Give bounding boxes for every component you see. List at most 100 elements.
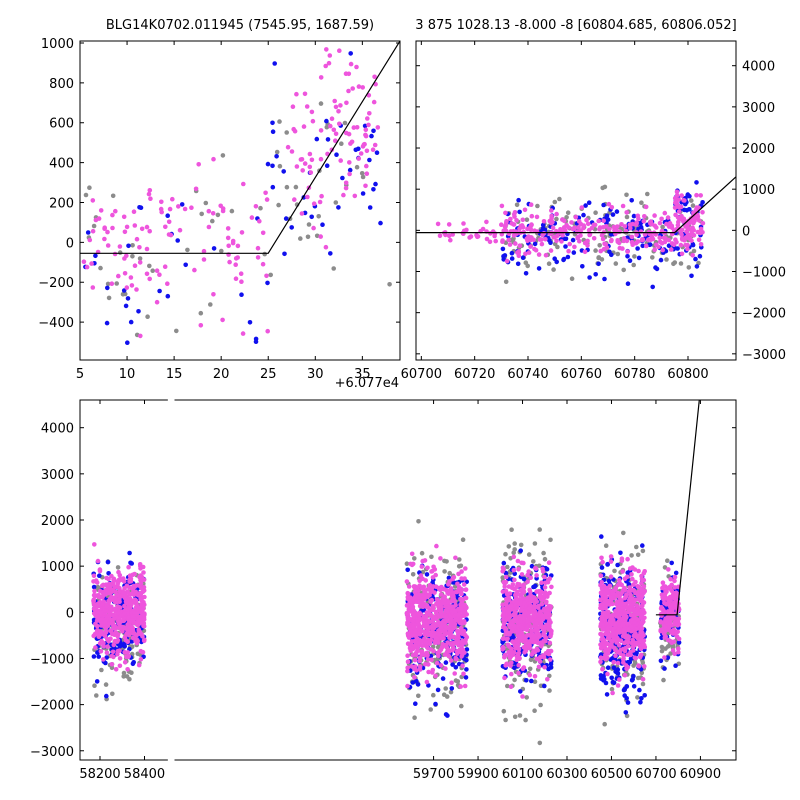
magenta-point: [621, 621, 626, 626]
x-tick-label: 60720: [454, 367, 495, 382]
magenta-point: [502, 625, 507, 630]
magenta-point: [140, 633, 145, 639]
magenta-point: [617, 677, 622, 682]
magenta-point: [407, 616, 412, 622]
magenta-point: [461, 619, 467, 624]
magenta-point: [125, 650, 130, 655]
gray-point: [503, 551, 508, 557]
magenta-point: [629, 234, 635, 240]
gray-point: [551, 267, 556, 272]
magenta-point: [598, 583, 603, 588]
blue-point: [631, 684, 637, 689]
magenta-point: [122, 271, 128, 276]
gray-point: [220, 153, 226, 158]
blue-point: [520, 255, 526, 260]
blue-point: [599, 565, 605, 570]
magenta-point: [406, 584, 412, 589]
blue-point: [675, 246, 680, 251]
magenta-point: [122, 229, 128, 235]
gray-point: [546, 261, 552, 267]
gray-point: [318, 101, 324, 106]
magenta-point: [616, 643, 622, 648]
magenta-point: [622, 648, 628, 654]
gray-point: [416, 519, 421, 524]
blue-point: [658, 257, 664, 263]
magenta-point: [629, 612, 634, 618]
gray-point: [442, 569, 447, 574]
magenta-point: [424, 603, 429, 609]
magenta-point: [643, 204, 649, 210]
magenta-point: [354, 64, 359, 70]
magenta-point: [467, 235, 472, 240]
magenta-point: [162, 264, 168, 270]
magenta-point: [537, 659, 543, 664]
blue-point: [123, 303, 129, 309]
magenta-point: [638, 593, 644, 598]
gray-point: [431, 692, 436, 698]
magenta-point: [608, 620, 614, 625]
magenta-point: [666, 637, 671, 643]
magenta-point: [134, 236, 140, 242]
blue-point: [623, 710, 629, 715]
magenta-point: [448, 658, 454, 663]
magenta-point: [572, 244, 577, 250]
magenta-point: [446, 591, 451, 596]
magenta-point: [636, 216, 641, 221]
magenta-point: [364, 148, 370, 154]
magenta-point: [629, 624, 634, 630]
magenta-point: [669, 241, 675, 246]
magenta-point: [94, 613, 100, 618]
magenta-point: [452, 671, 458, 676]
magenta-point: [425, 645, 430, 651]
magenta-point: [648, 221, 653, 226]
gray-point: [599, 257, 605, 262]
gray-point: [203, 200, 209, 206]
blue-point: [625, 253, 630, 259]
magenta-point: [424, 614, 429, 619]
magenta-point: [600, 559, 605, 565]
magenta-point: [294, 91, 299, 97]
gray-point: [505, 683, 510, 689]
magenta-point: [446, 582, 451, 587]
blue-point: [283, 216, 289, 221]
magenta-point: [518, 608, 523, 613]
magenta-point: [116, 569, 121, 575]
magenta-point: [356, 156, 362, 161]
magenta-point: [691, 228, 696, 233]
magenta-point: [630, 596, 635, 601]
gray-point: [443, 686, 449, 691]
magenta-point: [299, 157, 305, 162]
magenta-point: [525, 238, 530, 244]
magenta-point: [635, 591, 640, 596]
blue-point: [540, 226, 546, 231]
magenta-point: [493, 238, 499, 244]
magenta-point: [582, 249, 588, 255]
magenta-point: [423, 661, 428, 667]
magenta-point: [674, 239, 679, 245]
magenta-point: [549, 208, 554, 213]
magenta-point: [587, 232, 593, 237]
blue-point: [636, 255, 642, 261]
magenta-point: [515, 589, 520, 595]
magenta-point: [294, 164, 300, 169]
magenta-point: [95, 558, 101, 564]
magenta-point: [545, 579, 551, 585]
blue-point: [464, 667, 469, 672]
magenta-point: [529, 222, 534, 227]
gray-point: [528, 657, 534, 663]
magenta-point: [311, 225, 316, 231]
model-line: [80, 41, 400, 254]
magenta-point: [640, 610, 645, 616]
magenta-point: [601, 638, 607, 643]
magenta-point: [525, 572, 530, 578]
magenta-point: [505, 636, 510, 641]
blue-point: [129, 561, 134, 566]
blue-point: [605, 217, 611, 222]
blue-point: [373, 181, 378, 187]
magenta-point: [91, 633, 96, 639]
magenta-point: [559, 239, 564, 244]
magenta-point: [338, 103, 343, 108]
magenta-point: [566, 248, 571, 254]
magenta-point: [605, 671, 610, 677]
magenta-point: [438, 602, 443, 608]
